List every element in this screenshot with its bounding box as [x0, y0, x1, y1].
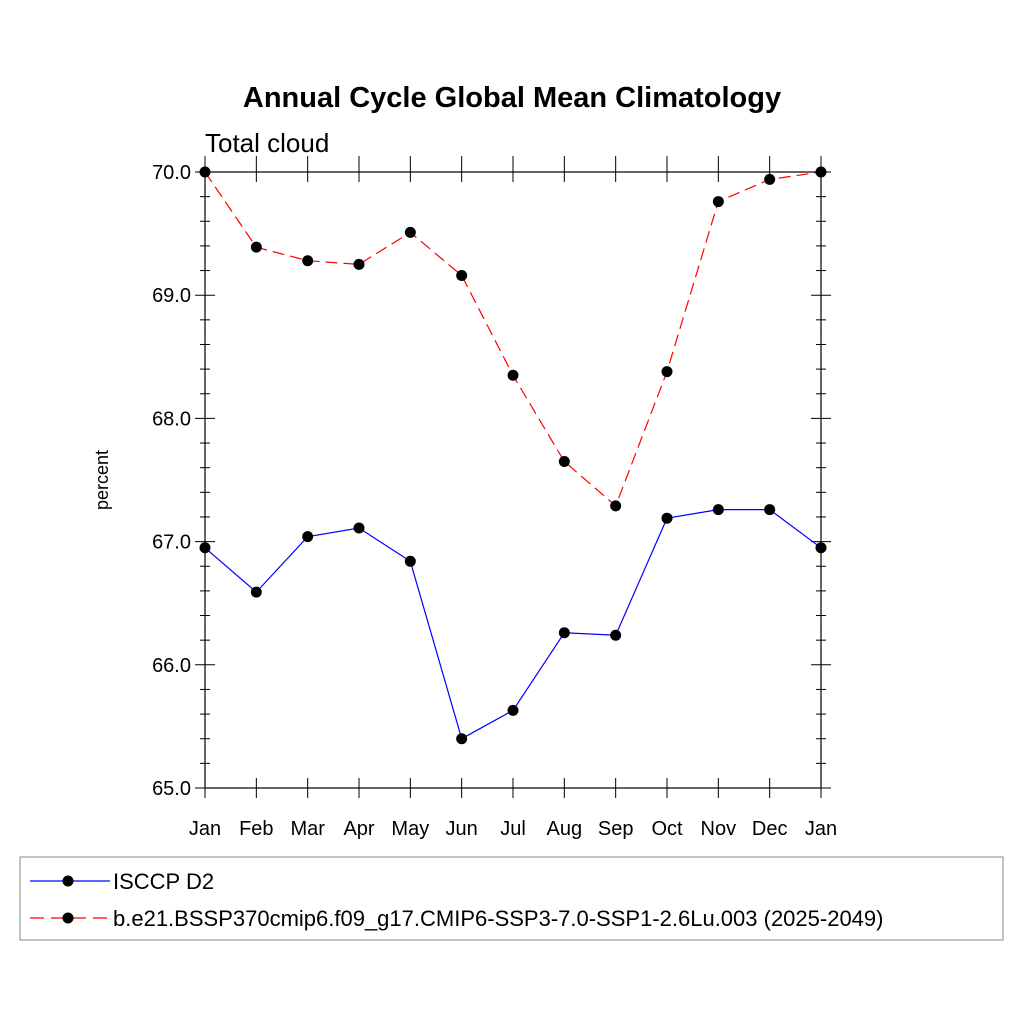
- series-0-point: [302, 531, 314, 543]
- legend-marker-model: [62, 912, 74, 924]
- series-1-point: [302, 255, 314, 267]
- series-0-point: [558, 627, 570, 639]
- series-1-point: [712, 196, 724, 208]
- x-tick-label: May: [391, 818, 429, 840]
- y-tick-label: 68.0: [152, 408, 191, 430]
- legend-label-isccp: ISCCP D2: [113, 869, 214, 894]
- y-tick-label: 70.0: [152, 162, 191, 184]
- x-tick-label: Jan: [189, 818, 221, 840]
- series-1-point: [353, 258, 365, 270]
- series-1-point: [404, 226, 416, 238]
- series-1-point: [764, 173, 776, 185]
- chart-subtitle: Total cloud: [205, 128, 329, 158]
- plot-frame: [204, 171, 822, 789]
- x-tick-label: Apr: [343, 818, 374, 840]
- x-tick-label: Aug: [547, 818, 583, 840]
- x-tick-label: Sep: [598, 818, 634, 840]
- series-1-point: [507, 369, 519, 381]
- y-tick-label: 65.0: [152, 778, 191, 800]
- series-0-point: [507, 704, 519, 716]
- y-tick-label: 69.0: [152, 285, 191, 307]
- series-0-point: [404, 555, 416, 567]
- x-tick-label: Jul: [500, 818, 526, 840]
- x-tick-label: Jan: [805, 818, 837, 840]
- series-0-point: [712, 504, 724, 516]
- series-lines: [204, 171, 822, 740]
- y-tick-label: 66.0: [152, 655, 191, 677]
- x-tick-label: Nov: [701, 818, 737, 840]
- y-axis-label: percent: [92, 450, 112, 510]
- series-0-point: [764, 504, 776, 516]
- series-0-point: [250, 586, 262, 598]
- legend-label-model: b.e21.BSSP370cmip6.f09_g17.CMIP6-SSP3-7.…: [113, 906, 883, 931]
- series-1-point: [661, 366, 673, 378]
- series-points: [199, 166, 827, 745]
- series-line-1: [204, 171, 822, 507]
- x-tick-label: Dec: [752, 818, 788, 840]
- series-0-point: [456, 733, 468, 745]
- legend-marker-isccp: [62, 875, 74, 887]
- tick-labels: 65.0 66.0 67.0 68.0 69.0 70.0 Jan Feb Mar Apr May J…: [152, 162, 837, 840]
- chart-title: Annual Cycle Global Mean Climatology: [243, 82, 781, 114]
- axis-ticks: [195, 156, 831, 798]
- x-tick-label: Oct: [651, 818, 683, 840]
- series-0-point: [353, 522, 365, 534]
- y-tick-label: 67.0: [152, 532, 191, 554]
- series-1-point: [558, 456, 570, 468]
- x-tick-label: Mar: [290, 818, 325, 840]
- series-0-point: [661, 512, 673, 524]
- legend-box: [19, 856, 1004, 941]
- series-1-point: [456, 269, 468, 281]
- x-tick-label: Jun: [446, 818, 478, 840]
- series-1-point: [250, 241, 262, 253]
- series-line-0: [204, 509, 822, 740]
- x-tick-label: Feb: [239, 818, 273, 840]
- legend: ISCCP D2 b.e21.BSSP370cmip6.f09_g17.CMIP…: [19, 856, 1004, 941]
- series-0-point: [610, 629, 622, 641]
- series-1-point: [610, 500, 622, 512]
